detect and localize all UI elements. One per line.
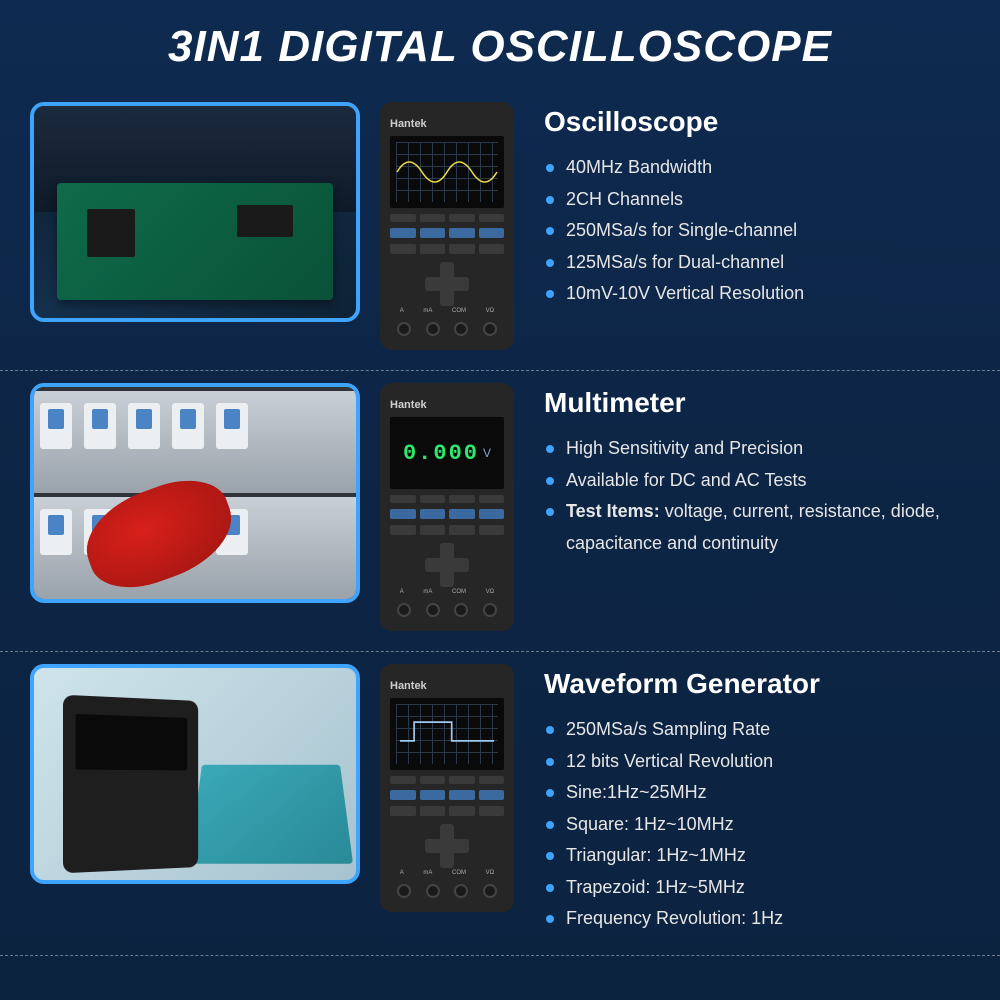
port-label: VΩ [486,589,495,595]
photo-multimeter [30,383,360,603]
port-label: COM [452,589,466,595]
bullet: 40MHz Bandwidth [544,152,970,184]
bullet: Sine:1Hz~25MHz [544,777,970,809]
port-label: A [400,308,404,314]
photo-oscilloscope [30,102,360,322]
port-label: mA [423,308,432,314]
device-waveform: Hantek A mA COM VΩ [380,664,514,912]
multimeter-unit: V [483,446,491,460]
device-brand: Hantek [390,118,504,130]
multimeter-heading: Multimeter [544,387,970,419]
bullet: Square: 1Hz~10MHz [544,809,970,841]
multimeter-text: Multimeter High Sensitivity and Precisio… [544,383,970,559]
bullet: Frequency Revolution: 1Hz [544,903,970,935]
port-label: A [400,870,404,876]
multimeter-value: 0.000 [403,441,479,466]
test-items-label: Test Items: [566,501,660,521]
photo-waveform [30,664,360,884]
waveform-text: Waveform Generator 250MSa/s Sampling Rat… [544,664,970,935]
device-multimeter: Hantek 0.000 V A mA COM VΩ [380,383,514,631]
multimeter-bullets: High Sensitivity and Precision Available… [544,433,970,559]
device-screen-square [390,698,504,770]
port-label: VΩ [486,870,495,876]
device-oscilloscope: Hantek A mA COM VΩ [380,102,514,350]
bullet: 2CH Channels [544,184,970,216]
waveform-bullets: 250MSa/s Sampling Rate 12 bits Vertical … [544,714,970,935]
device-brand: Hantek [390,399,504,411]
bullet: 250MSa/s for Single-channel [544,215,970,247]
port-label: COM [452,870,466,876]
port-label: VΩ [486,308,495,314]
oscilloscope-bullets: 40MHz Bandwidth 2CH Channels 250MSa/s fo… [544,152,970,310]
bullet: High Sensitivity and Precision [544,433,970,465]
port-label: COM [452,308,466,314]
section-multimeter: Hantek 0.000 V A mA COM VΩ Multimeter Hi… [0,371,1000,652]
bullet: 125MSa/s for Dual-channel [544,247,970,279]
main-title: 3IN1 DIGITAL OSCILLOSCOPE [0,0,1000,90]
bullet: 12 bits Vertical Revolution [544,746,970,778]
bullet: 10mV-10V Vertical Resolution [544,278,970,310]
oscilloscope-heading: Oscilloscope [544,106,970,138]
bullet: Triangular: 1Hz~1MHz [544,840,970,872]
waveform-heading: Waveform Generator [544,668,970,700]
device-brand: Hantek [390,680,504,692]
section-oscilloscope: Hantek A mA COM VΩ Oscilloscope 40MHz Ba… [0,90,1000,371]
port-label: A [400,589,404,595]
oscilloscope-text: Oscilloscope 40MHz Bandwidth 2CH Channel… [544,102,970,310]
device-screen-grid [390,136,504,208]
bullet: 250MSa/s Sampling Rate [544,714,970,746]
bullet: Test Items: voltage, current, resistance… [544,496,970,559]
bullet: Available for DC and AC Tests [544,465,970,497]
port-label: mA [423,870,432,876]
device-screen-digits: 0.000 V [390,417,504,489]
port-label: mA [423,589,432,595]
section-waveform: Hantek A mA COM VΩ Waveform Generator 25… [0,652,1000,956]
bullet: Trapezoid: 1Hz~5MHz [544,872,970,904]
